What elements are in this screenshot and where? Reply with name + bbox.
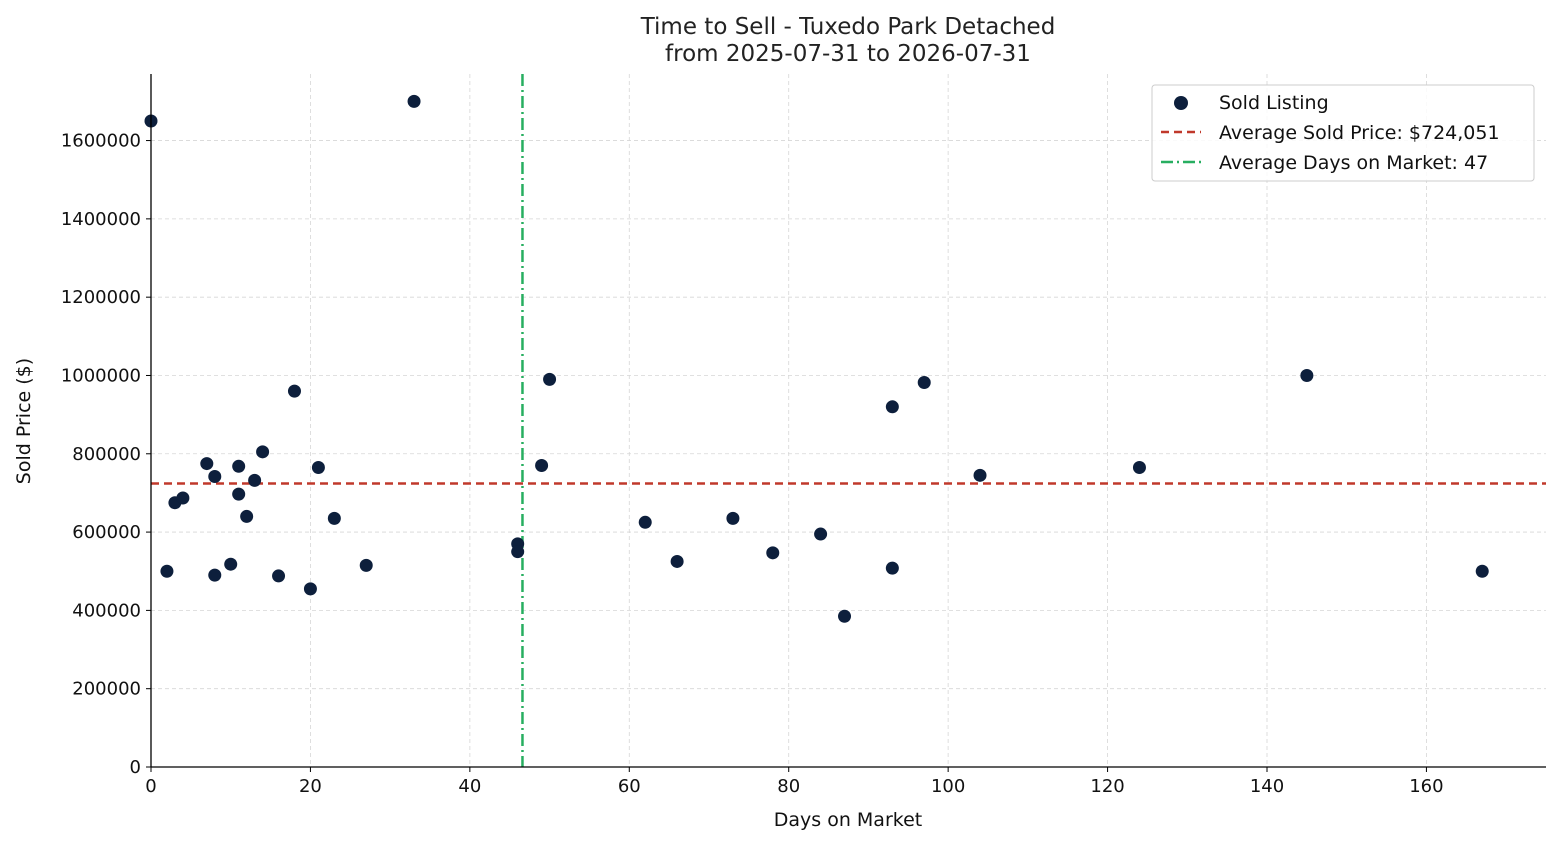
x-tick-label-2: 40 xyxy=(458,776,481,797)
y-axis-label: Sold Price ($) xyxy=(13,358,35,484)
data-point-30 xyxy=(885,400,899,414)
legend-label-average-days: Average Days on Market: 47 xyxy=(1219,152,1488,174)
data-point-27 xyxy=(766,546,780,560)
data-point-17 xyxy=(327,511,341,525)
data-point-28 xyxy=(814,527,828,541)
y-tick-label-7: 1400000 xyxy=(61,209,141,230)
data-point-9 xyxy=(232,487,246,501)
data-point-33 xyxy=(973,468,987,482)
data-point-32 xyxy=(917,376,931,390)
data-point-24 xyxy=(638,515,652,529)
axes xyxy=(150,74,1546,768)
data-point-26 xyxy=(726,511,740,525)
data-point-21 xyxy=(511,545,525,559)
legend-marker-sold-listing xyxy=(1174,96,1188,110)
x-tick-label-0: 0 xyxy=(145,776,156,797)
data-point-12 xyxy=(256,445,270,459)
data-point-35 xyxy=(1300,368,1314,382)
x-tick-label-1: 20 xyxy=(299,776,322,797)
data-point-23 xyxy=(543,372,557,386)
x-axis-ticks: 0 20 40 60 80 100 120 140 160 xyxy=(145,767,1444,797)
y-tick-label-3: 600000 xyxy=(72,522,141,543)
data-point-6 xyxy=(208,568,222,582)
x-tick-label-7: 140 xyxy=(1250,776,1284,797)
data-point-7 xyxy=(224,557,238,571)
data-point-11 xyxy=(248,473,262,487)
data-point-31 xyxy=(885,561,899,575)
data-point-22 xyxy=(535,459,549,473)
x-tick-label-3: 60 xyxy=(618,776,641,797)
data-point-8 xyxy=(232,459,246,473)
x-tick-label-5: 100 xyxy=(931,776,965,797)
chart-title: Time to Sell - Tuxedo Park Detached xyxy=(640,14,1056,40)
reference-lines xyxy=(151,74,1546,767)
data-point-14 xyxy=(287,384,301,398)
data-point-13 xyxy=(272,569,286,583)
legend: Sold Listing Average Sold Price: $724,05… xyxy=(1151,84,1535,182)
y-tick-label-5: 1000000 xyxy=(61,365,141,386)
legend-label-sold-listing: Sold Listing xyxy=(1219,92,1329,114)
x-tick-label-6: 120 xyxy=(1090,776,1124,797)
y-tick-label-8: 1600000 xyxy=(61,131,141,152)
legend-label-average-price: Average Sold Price: $724,051 xyxy=(1219,122,1500,144)
grid-lines xyxy=(151,74,1546,767)
data-point-18 xyxy=(359,558,373,572)
data-point-3 xyxy=(176,491,190,505)
y-tick-label-4: 800000 xyxy=(72,444,141,465)
data-point-4 xyxy=(200,457,214,471)
data-point-19 xyxy=(407,94,421,108)
x-axis-label: Days on Market xyxy=(774,809,922,831)
y-tick-label-0: 0 xyxy=(130,757,141,778)
legend-box xyxy=(1151,84,1535,182)
data-point-29 xyxy=(838,609,852,623)
data-point-10 xyxy=(240,509,254,523)
data-point-1 xyxy=(160,564,174,578)
data-point-16 xyxy=(311,460,325,474)
chart-subtitle: from 2025-07-31 to 2026-07-31 xyxy=(665,41,1031,67)
y-tick-label-1: 200000 xyxy=(72,679,141,700)
y-tick-label-2: 400000 xyxy=(72,600,141,621)
data-points xyxy=(144,94,1489,623)
data-point-36 xyxy=(1475,564,1489,578)
y-axis-ticks: 0 200000 400000 600000 800000 1000000 1200000 1… xyxy=(61,131,151,778)
data-point-15 xyxy=(303,582,317,596)
data-point-5 xyxy=(208,469,222,483)
data-point-34 xyxy=(1132,460,1146,474)
data-point-25 xyxy=(670,554,684,568)
x-tick-label-4: 80 xyxy=(777,776,800,797)
y-tick-label-6: 1200000 xyxy=(61,287,141,308)
x-tick-label-8: 160 xyxy=(1409,776,1443,797)
